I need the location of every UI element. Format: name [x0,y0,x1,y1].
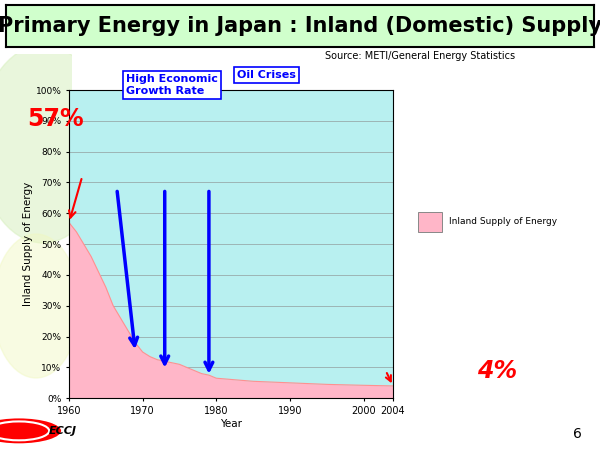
Text: Inland Supply of Energy: Inland Supply of Energy [449,217,557,226]
Text: 57%: 57% [27,107,83,131]
Circle shape [0,418,62,445]
Text: Primary Energy in Japan : Inland (Domestic) Supply: Primary Energy in Japan : Inland (Domest… [0,16,600,36]
Y-axis label: Inland Supply of Energy: Inland Supply of Energy [23,182,33,306]
Ellipse shape [0,45,108,243]
Text: 6: 6 [573,427,582,441]
Text: 4%: 4% [477,359,517,383]
Text: High Economic
Growth Rate: High Economic Growth Rate [126,74,218,96]
Bar [418,212,442,232]
X-axis label: Year: Year [220,418,242,429]
Text: Oil Crises: Oil Crises [237,70,296,80]
Text: Source: METI/General Energy Statistics: Source: METI/General Energy Statistics [325,51,515,61]
Ellipse shape [0,234,79,378]
Text: ECCJ: ECCJ [49,426,77,436]
